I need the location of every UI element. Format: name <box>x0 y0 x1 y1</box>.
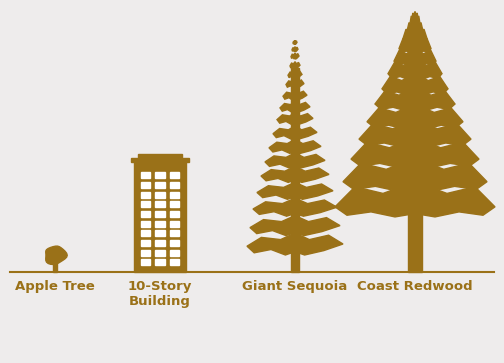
Bar <box>141 240 150 246</box>
Polygon shape <box>277 113 313 125</box>
Bar <box>155 172 165 178</box>
Polygon shape <box>247 233 343 255</box>
Polygon shape <box>382 73 448 95</box>
Polygon shape <box>269 139 321 154</box>
Polygon shape <box>335 182 495 217</box>
Bar <box>155 259 165 265</box>
Bar <box>170 221 179 227</box>
Bar <box>170 211 179 217</box>
Bar <box>141 182 150 188</box>
Bar <box>408 200 422 272</box>
Bar <box>134 162 186 272</box>
Bar <box>141 250 150 256</box>
Bar <box>155 240 165 246</box>
Polygon shape <box>265 153 325 168</box>
Polygon shape <box>280 101 310 112</box>
Bar <box>155 221 165 227</box>
Polygon shape <box>293 40 297 44</box>
Bar <box>141 192 150 197</box>
Polygon shape <box>290 62 300 69</box>
Bar <box>141 172 150 178</box>
Bar <box>291 68 299 272</box>
Polygon shape <box>46 246 67 265</box>
Bar <box>141 230 150 236</box>
Bar <box>155 201 165 207</box>
Polygon shape <box>291 53 299 59</box>
Polygon shape <box>261 166 329 182</box>
Bar <box>141 259 150 265</box>
Bar <box>170 172 179 178</box>
Bar <box>155 250 165 256</box>
Text: Coast Redwood: Coast Redwood <box>357 280 473 293</box>
Bar <box>53 262 56 272</box>
Polygon shape <box>367 104 463 129</box>
Polygon shape <box>257 182 333 199</box>
Bar <box>155 211 165 217</box>
Bar <box>155 192 165 197</box>
Bar <box>155 182 165 188</box>
Bar <box>141 221 150 227</box>
Polygon shape <box>399 36 431 53</box>
Bar <box>138 154 182 158</box>
Polygon shape <box>394 48 436 66</box>
Polygon shape <box>351 138 479 168</box>
Bar <box>170 182 179 188</box>
Bar <box>170 192 179 197</box>
Polygon shape <box>343 159 487 191</box>
Polygon shape <box>253 198 337 216</box>
Polygon shape <box>412 11 418 22</box>
Bar <box>170 201 179 207</box>
Polygon shape <box>403 27 427 43</box>
Bar <box>131 158 189 162</box>
Polygon shape <box>292 47 298 52</box>
Polygon shape <box>375 87 455 111</box>
Bar <box>170 259 179 265</box>
Polygon shape <box>273 126 317 139</box>
Polygon shape <box>407 20 423 35</box>
Polygon shape <box>410 14 420 28</box>
Polygon shape <box>359 120 471 147</box>
Polygon shape <box>250 216 340 236</box>
Polygon shape <box>286 79 304 88</box>
Bar <box>141 211 150 217</box>
Polygon shape <box>388 59 442 79</box>
Text: Giant Sequoia: Giant Sequoia <box>242 280 348 293</box>
Bar <box>170 230 179 236</box>
Bar <box>170 240 179 246</box>
Text: Apple Tree: Apple Tree <box>15 280 95 293</box>
Text: 10-Story
Building: 10-Story Building <box>128 280 192 308</box>
Bar <box>155 230 165 236</box>
Polygon shape <box>283 90 307 100</box>
Bar <box>170 250 179 256</box>
Polygon shape <box>288 70 302 78</box>
Bar <box>141 201 150 207</box>
